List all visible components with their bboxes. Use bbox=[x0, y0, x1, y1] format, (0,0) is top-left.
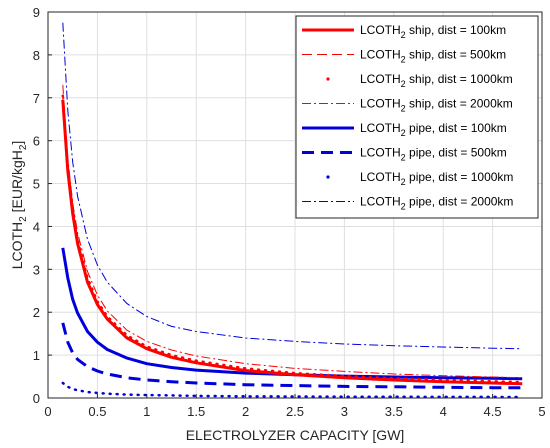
x-tick-label: 0.5 bbox=[88, 404, 106, 419]
legend-entry: LCOTH2 ship, dist = 500km bbox=[360, 48, 506, 65]
x-tick-label: 4.5 bbox=[484, 404, 502, 419]
x-tick-label: 0 bbox=[44, 404, 51, 419]
x-tick-label: 3.5 bbox=[385, 404, 403, 419]
series-line-pipe-1000km bbox=[61, 381, 524, 399]
y-tick-label: 8 bbox=[33, 48, 40, 63]
series-group bbox=[61, 22, 524, 399]
legend-box bbox=[295, 15, 539, 219]
x-tick-label: 4 bbox=[440, 404, 447, 419]
y-tick-label: 2 bbox=[33, 305, 40, 320]
plot-frame bbox=[47, 11, 543, 399]
x-tick-label: 1 bbox=[143, 404, 150, 419]
legend-entry: LCOTH2 pipe, dist = 2000km bbox=[360, 195, 513, 212]
y-axis-label-unit-end: ] bbox=[9, 141, 25, 145]
y-tick-label: 4 bbox=[33, 219, 40, 234]
x-tick-label: 1.5 bbox=[187, 404, 205, 419]
y-tick-label: 9 bbox=[33, 5, 40, 20]
y-axis-label-main: LCOTH bbox=[9, 222, 25, 269]
y-tick-label: 7 bbox=[33, 91, 40, 106]
legend-entry: LCOTH2 ship, dist = 1000km bbox=[360, 72, 513, 89]
legend-entry: LCOTH2 pipe, dist = 100km bbox=[360, 121, 507, 138]
x-tick-label: 3 bbox=[341, 404, 348, 419]
legend-entry: LCOTH2 pipe, dist = 1000km bbox=[360, 170, 513, 187]
x-tick-label: 2.5 bbox=[286, 404, 304, 419]
x-tick-labels: 0 0.5 1 1.5 2 2.5 3 3.5 4 4.5 5 bbox=[44, 404, 545, 419]
y-axis-label-unit-sub: 2 bbox=[18, 144, 29, 150]
legend-entry: LCOTH2 ship, dist = 100km bbox=[360, 23, 506, 40]
legend-entry: LCOTH2 ship, dist = 2000km bbox=[360, 97, 513, 114]
y-tick-label: 0 bbox=[33, 391, 40, 406]
x-tick-label: 5 bbox=[538, 404, 545, 419]
x-tick-label: 2 bbox=[242, 404, 249, 419]
y-axis-label: LCOTH2 [EUR/kgH2] bbox=[9, 141, 29, 270]
series-line-ship-100km bbox=[61, 99, 523, 386]
legend: LCOTH2 ship, dist = 100km LCOTH2 ship, di… bbox=[295, 15, 539, 219]
y-axis-label-unit: [EUR/kgH bbox=[9, 150, 25, 216]
y-tick-label: 1 bbox=[33, 348, 40, 363]
y-tick-label: 6 bbox=[33, 134, 40, 149]
y-axis-label-sub: 2 bbox=[18, 216, 29, 222]
legend-swatch bbox=[326, 77, 330, 81]
y-tick-label: 5 bbox=[33, 177, 40, 192]
y-tick-labels: 0 1 2 3 4 5 6 7 8 9 bbox=[33, 5, 40, 406]
x-axis-label: ELECTROLYZER CAPACITY [GW] bbox=[186, 427, 405, 443]
y-tick-label: 3 bbox=[33, 262, 40, 277]
legend-swatch bbox=[326, 175, 330, 179]
series-line-pipe-500km bbox=[61, 322, 523, 390]
series-line-pipe-2000km bbox=[62, 22, 523, 350]
series-line-pipe-100km bbox=[61, 247, 523, 381]
legend-entry: LCOTH2 pipe, dist = 500km bbox=[360, 146, 507, 163]
